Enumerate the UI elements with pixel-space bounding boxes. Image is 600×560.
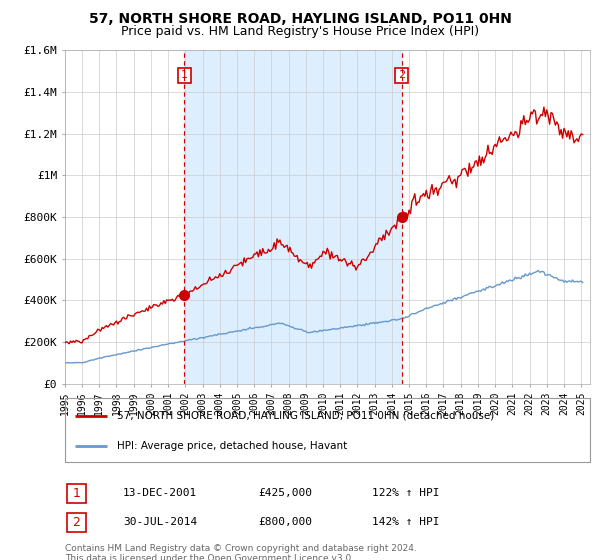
- Text: 1: 1: [181, 71, 188, 81]
- Text: 2: 2: [398, 71, 406, 81]
- Text: This data is licensed under the Open Government Licence v3.0.: This data is licensed under the Open Gov…: [65, 554, 354, 560]
- Text: 142% ↑ HPI: 142% ↑ HPI: [372, 517, 439, 528]
- Bar: [184, 50, 402, 384]
- Text: 57, NORTH SHORE ROAD, HAYLING ISLAND, PO11 0HN (detached house): 57, NORTH SHORE ROAD, HAYLING ISLAND, PO…: [118, 410, 494, 421]
- Text: 2: 2: [72, 516, 80, 529]
- Text: 30-JUL-2014: 30-JUL-2014: [123, 517, 197, 528]
- Text: 122% ↑ HPI: 122% ↑ HPI: [372, 488, 439, 498]
- Text: £800,000: £800,000: [258, 517, 312, 528]
- Text: £425,000: £425,000: [258, 488, 312, 498]
- Bar: [67, 513, 86, 532]
- Bar: [67, 484, 86, 503]
- Text: Contains HM Land Registry data © Crown copyright and database right 2024.: Contains HM Land Registry data © Crown c…: [65, 544, 416, 553]
- Text: 13-DEC-2001: 13-DEC-2001: [123, 488, 197, 498]
- Text: HPI: Average price, detached house, Havant: HPI: Average price, detached house, Hava…: [118, 441, 347, 451]
- Text: 1: 1: [72, 487, 80, 500]
- Text: Price paid vs. HM Land Registry's House Price Index (HPI): Price paid vs. HM Land Registry's House …: [121, 25, 479, 38]
- Text: 57, NORTH SHORE ROAD, HAYLING ISLAND, PO11 0HN: 57, NORTH SHORE ROAD, HAYLING ISLAND, PO…: [89, 12, 511, 26]
